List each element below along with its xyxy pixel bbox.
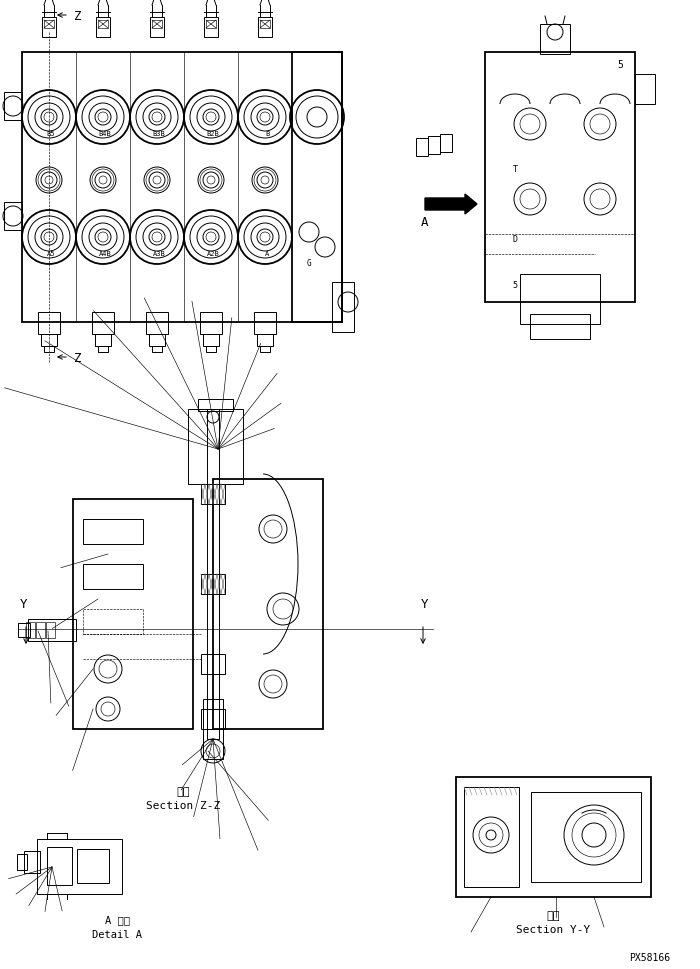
Text: A: A [265,251,269,257]
Bar [41,334,57,347]
Text: Y: Y [20,598,27,610]
Bar [83,519,143,545]
Bar [17,854,27,870]
Bar [4,203,22,231]
Bar [258,18,272,38]
Bar [456,777,651,897]
Bar [98,347,108,353]
Bar [428,137,440,155]
Bar [257,334,273,347]
Bar [42,18,56,38]
Bar [95,334,111,347]
Bar [530,315,590,340]
Bar [416,139,428,157]
Bar [440,135,452,153]
Bar [150,18,164,38]
Bar [254,313,276,334]
Bar [203,334,219,347]
Bar [4,93,22,121]
Text: T: T [512,166,517,174]
Text: A4B: A4B [99,251,111,257]
Text: B5: B5 [47,131,55,137]
Bar [635,75,655,105]
Bar [260,21,270,29]
Bar [26,622,35,639]
Bar [207,410,219,739]
Bar [206,347,216,353]
Text: 5: 5 [617,60,623,70]
Bar [96,18,110,38]
Bar [44,21,54,29]
Text: 断面: 断面 [546,910,560,920]
Bar [18,623,30,638]
Bar [206,21,216,29]
Bar [198,399,233,412]
Bar [36,622,45,639]
Bar [146,313,168,334]
Bar [201,484,225,505]
Bar [203,700,223,760]
Bar [201,654,225,674]
Text: B3B: B3B [153,131,165,137]
Text: Z: Z [74,351,81,364]
Bar [83,564,143,589]
Bar [152,21,162,29]
Text: A3B: A3B [153,251,165,257]
Text: 断面: 断面 [176,786,190,797]
Text: A5: A5 [47,251,55,257]
Text: PX58166: PX58166 [629,952,670,962]
Bar [92,313,114,334]
Bar [98,21,108,29]
Text: Z: Z [74,10,81,22]
Text: 5: 5 [512,280,517,289]
FancyArrow shape [425,195,477,215]
Bar [531,793,641,882]
Bar [520,275,600,325]
Bar [149,334,165,347]
Bar [47,847,72,885]
Bar [213,480,323,730]
Bar [77,849,109,883]
Bar [46,622,55,639]
Bar [24,851,40,873]
Bar [83,610,143,635]
Bar [28,619,76,641]
Text: A 詳細: A 詳細 [104,914,130,924]
Bar [201,709,225,730]
Text: Detail A: Detail A [92,929,142,939]
Bar [540,25,570,55]
Bar [188,410,243,484]
Bar [44,347,54,353]
Text: Y: Y [421,598,428,610]
Bar [152,347,162,353]
Bar [332,283,354,332]
Bar [73,499,193,730]
Text: Section Z-Z: Section Z-Z [146,800,220,810]
Bar [200,313,222,334]
Text: B2B: B2B [206,131,219,137]
Text: B4B: B4B [99,131,111,137]
Bar [204,18,218,38]
Text: A2B: A2B [206,251,219,257]
Text: Section Y-Y: Section Y-Y [516,924,590,934]
Bar [37,839,122,894]
Text: A: A [421,216,428,230]
Bar [292,53,342,323]
Bar [260,347,270,353]
Text: D: D [512,235,517,244]
Bar [22,53,342,323]
Bar [485,53,635,302]
Bar [201,575,225,594]
Bar [38,313,60,334]
Text: B: B [265,131,269,137]
Text: G: G [307,258,312,267]
Bar [464,787,519,887]
